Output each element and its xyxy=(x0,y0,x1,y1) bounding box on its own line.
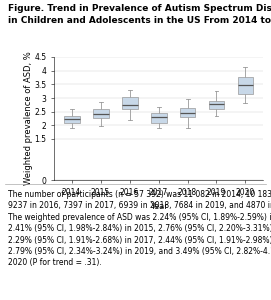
FancyBboxPatch shape xyxy=(122,97,137,109)
FancyBboxPatch shape xyxy=(237,77,253,94)
FancyBboxPatch shape xyxy=(93,109,109,118)
FancyBboxPatch shape xyxy=(64,116,80,123)
FancyBboxPatch shape xyxy=(208,101,224,109)
FancyBboxPatch shape xyxy=(151,113,166,123)
X-axis label: Year: Year xyxy=(150,202,167,211)
FancyBboxPatch shape xyxy=(180,108,195,117)
Text: The number of participants (n = 57 392) was 11 082 in 2014, 10 183 in 2015,
9237: The number of participants (n = 57 392) … xyxy=(8,190,271,268)
Y-axis label: Weighted prevalence of ASD, %: Weighted prevalence of ASD, % xyxy=(24,52,33,185)
Text: Figure. Trend in Prevalence of Autism Spectrum Disorder (ASD)
in Children and Ad: Figure. Trend in Prevalence of Autism Sp… xyxy=(8,4,271,25)
